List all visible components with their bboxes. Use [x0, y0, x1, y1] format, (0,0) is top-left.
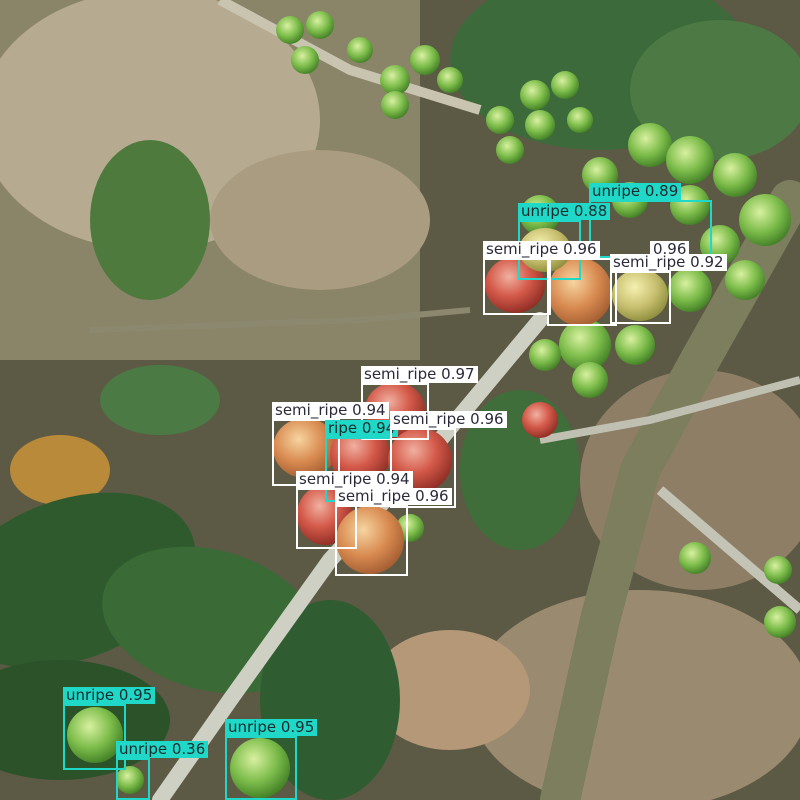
detection-box-semi-ripe: semi_ripe 0.96: [483, 241, 600, 315]
detection-label: semi_ripe 0.97: [361, 366, 478, 383]
detection-label: semi_ripe 0.96: [483, 241, 600, 258]
detection-label: semi_ripe 0.96: [390, 411, 507, 428]
detection-box-semi-ripe: semi_ripe 0.94: [296, 471, 413, 549]
detection-box-semi-ripe: semi_ripe 0.92: [610, 254, 727, 324]
detection-label: semi_ripe 0.92: [610, 254, 727, 271]
detection-label: unripe 0.95: [63, 687, 156, 704]
detection-label: semi_ripe 0.96: [335, 488, 452, 505]
detection-box-semi-ripe: semi_ripe 0.94: [272, 402, 389, 486]
detection-label: unripe 0.89: [589, 183, 682, 200]
detection-label: unripe 0.88: [518, 203, 611, 220]
detection-label: semi_ripe 0.94: [272, 402, 389, 419]
detection-box-unripe: unripe 0.36: [116, 741, 209, 800]
detection-box-semi-ripe: 0.96: [547, 241, 690, 326]
detection-box-unripe: unripe 0.95: [63, 687, 156, 770]
detection-label: unripe 0.36: [116, 741, 209, 758]
detection-box-semi-ripe: semi_ripe 0.96: [335, 488, 452, 576]
detection-label: ripe 0.94: [325, 420, 399, 437]
detection-box-semi-ripe: semi_ripe 0.96: [390, 411, 507, 508]
detection-label: semi_ripe 0.94: [296, 471, 413, 488]
detection-label: unripe 0.95: [225, 719, 318, 736]
detection-box-unripe: unripe 0.95: [225, 719, 318, 800]
detection-label: 0.96: [650, 241, 690, 258]
